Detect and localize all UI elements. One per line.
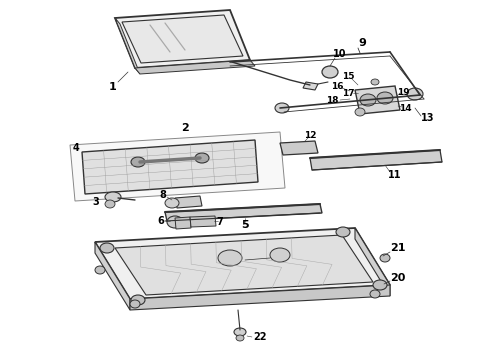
Text: 13: 13 [421, 113, 435, 123]
Text: 14: 14 [399, 104, 411, 113]
Text: 7: 7 [217, 217, 223, 227]
Text: 8: 8 [160, 190, 167, 200]
Polygon shape [95, 242, 130, 310]
Text: 2: 2 [181, 123, 189, 133]
Ellipse shape [165, 198, 179, 208]
Ellipse shape [373, 280, 387, 290]
Text: 20: 20 [391, 273, 406, 283]
Ellipse shape [371, 79, 379, 85]
Text: 9: 9 [358, 38, 366, 48]
Ellipse shape [100, 243, 114, 253]
Polygon shape [175, 196, 202, 208]
Polygon shape [115, 18, 140, 74]
Ellipse shape [105, 200, 115, 208]
Polygon shape [95, 228, 390, 299]
Text: 6: 6 [158, 216, 164, 226]
Text: 18: 18 [326, 95, 338, 104]
Polygon shape [190, 216, 216, 227]
Polygon shape [70, 132, 285, 201]
Ellipse shape [380, 254, 390, 262]
Polygon shape [303, 82, 318, 90]
Ellipse shape [360, 94, 376, 106]
Polygon shape [82, 140, 258, 194]
Text: 4: 4 [73, 143, 79, 153]
Text: 10: 10 [333, 49, 347, 59]
Polygon shape [280, 141, 318, 155]
Text: 3: 3 [93, 197, 99, 207]
Ellipse shape [131, 295, 145, 305]
Polygon shape [165, 204, 322, 221]
Ellipse shape [105, 192, 121, 202]
Polygon shape [310, 150, 442, 170]
Polygon shape [355, 86, 400, 114]
Text: 19: 19 [397, 87, 409, 96]
Polygon shape [175, 217, 191, 229]
Text: 17: 17 [342, 89, 354, 98]
Text: 15: 15 [342, 72, 354, 81]
Text: 5: 5 [241, 220, 249, 230]
Text: 11: 11 [388, 170, 402, 180]
Polygon shape [115, 235, 373, 295]
Text: 22: 22 [253, 332, 267, 342]
Ellipse shape [95, 266, 105, 274]
Text: 16: 16 [331, 81, 343, 90]
Polygon shape [355, 228, 390, 296]
Ellipse shape [370, 290, 380, 298]
Ellipse shape [130, 300, 140, 308]
Ellipse shape [377, 92, 393, 104]
Ellipse shape [195, 153, 209, 163]
Polygon shape [122, 15, 243, 63]
Ellipse shape [336, 227, 350, 237]
Text: 1: 1 [109, 82, 117, 92]
Polygon shape [115, 10, 250, 68]
Polygon shape [135, 60, 255, 74]
Ellipse shape [218, 250, 242, 266]
Text: 12: 12 [304, 131, 316, 140]
Ellipse shape [322, 66, 338, 78]
Ellipse shape [407, 88, 423, 100]
Ellipse shape [270, 248, 290, 262]
Ellipse shape [131, 157, 145, 167]
Text: 21: 21 [390, 243, 406, 253]
Ellipse shape [236, 335, 244, 341]
Ellipse shape [275, 103, 289, 113]
Ellipse shape [167, 216, 183, 228]
Polygon shape [130, 285, 390, 310]
Ellipse shape [355, 108, 365, 116]
Ellipse shape [234, 328, 246, 336]
